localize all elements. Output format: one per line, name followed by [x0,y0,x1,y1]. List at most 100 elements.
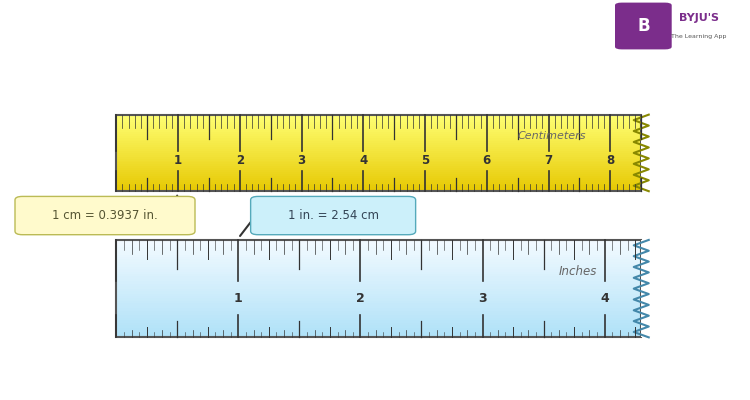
Bar [116,130,641,132]
Bar [116,184,641,186]
Bar [116,153,641,155]
Bar [116,142,641,143]
Bar [116,310,641,313]
Bar [116,328,641,330]
Bar [116,286,641,289]
Bar [116,172,641,174]
Text: 8: 8 [606,154,614,167]
Bar [116,187,641,189]
Bar [116,174,641,176]
Text: The Learning App: The Learning App [671,34,727,39]
Bar [116,272,641,274]
Bar [116,115,641,116]
Bar [116,124,641,126]
Bar [116,262,641,264]
Bar [116,289,641,291]
FancyBboxPatch shape [15,196,195,235]
Bar [116,242,641,245]
Bar [116,308,641,310]
Bar [116,170,641,172]
Text: 6: 6 [483,154,491,167]
Text: 3: 3 [478,292,487,305]
Bar [116,264,641,267]
Bar [116,126,641,128]
Bar [116,147,641,149]
Bar [116,155,641,157]
Bar [116,128,641,130]
Text: Inches: Inches [559,265,598,278]
Bar [640,240,652,337]
Bar [116,296,641,298]
Bar [116,252,641,254]
Bar [116,247,641,250]
Bar [116,145,641,147]
Bar [116,120,641,122]
Text: 5: 5 [421,154,429,167]
Bar [116,166,641,168]
Text: 1: 1 [234,292,243,305]
Bar [116,332,641,335]
Bar [116,306,641,308]
Text: 7: 7 [544,154,553,167]
Bar [116,143,641,145]
Bar [116,140,641,142]
Bar [116,115,641,191]
Text: 1: 1 [174,154,182,167]
Bar [116,294,641,296]
Bar [116,303,641,306]
Bar [116,157,641,159]
Bar [116,269,641,272]
Text: Centimeters: Centimeters [518,131,586,141]
Bar [116,316,641,318]
Bar [116,281,641,284]
Bar [116,132,641,134]
Bar [116,240,641,242]
Bar [116,323,641,325]
Bar [116,160,641,162]
Bar [116,301,641,303]
Bar [116,240,641,337]
Bar [116,284,641,286]
Bar [116,313,641,316]
Bar [116,276,641,279]
Text: B: B [637,17,650,35]
Bar [116,279,641,281]
Text: 4: 4 [359,154,368,167]
Bar [116,116,641,118]
Bar [116,176,641,178]
Bar [116,122,641,124]
Bar [116,257,641,260]
Bar [116,254,641,257]
Bar [116,134,641,136]
Bar [116,164,641,166]
Bar [116,330,641,332]
FancyBboxPatch shape [251,196,416,235]
Text: 2: 2 [356,292,364,305]
Text: 4: 4 [600,292,609,305]
Bar [640,115,652,191]
Bar [116,318,641,320]
Bar [116,151,641,153]
Bar [116,162,641,164]
FancyBboxPatch shape [615,3,672,49]
Bar [116,320,641,323]
Bar [116,180,641,182]
Text: 1 cm = 0.3937 in.: 1 cm = 0.3937 in. [53,209,158,222]
Bar [116,325,641,328]
Bar [116,335,641,337]
Bar [116,168,641,170]
Bar [116,186,641,187]
Bar [116,178,641,180]
Text: RELATION BETWEEN INCH AND CENTIMETERS: RELATION BETWEEN INCH AND CENTIMETERS [15,17,472,35]
Text: BYJU'S: BYJU'S [679,13,718,23]
Bar [116,250,641,252]
Bar [116,136,641,138]
Bar [116,138,641,140]
Bar [116,298,641,301]
Bar [116,118,641,120]
Bar [116,291,641,294]
Bar [116,267,641,269]
Bar [116,274,641,276]
Bar [116,182,641,184]
Bar [116,245,641,247]
